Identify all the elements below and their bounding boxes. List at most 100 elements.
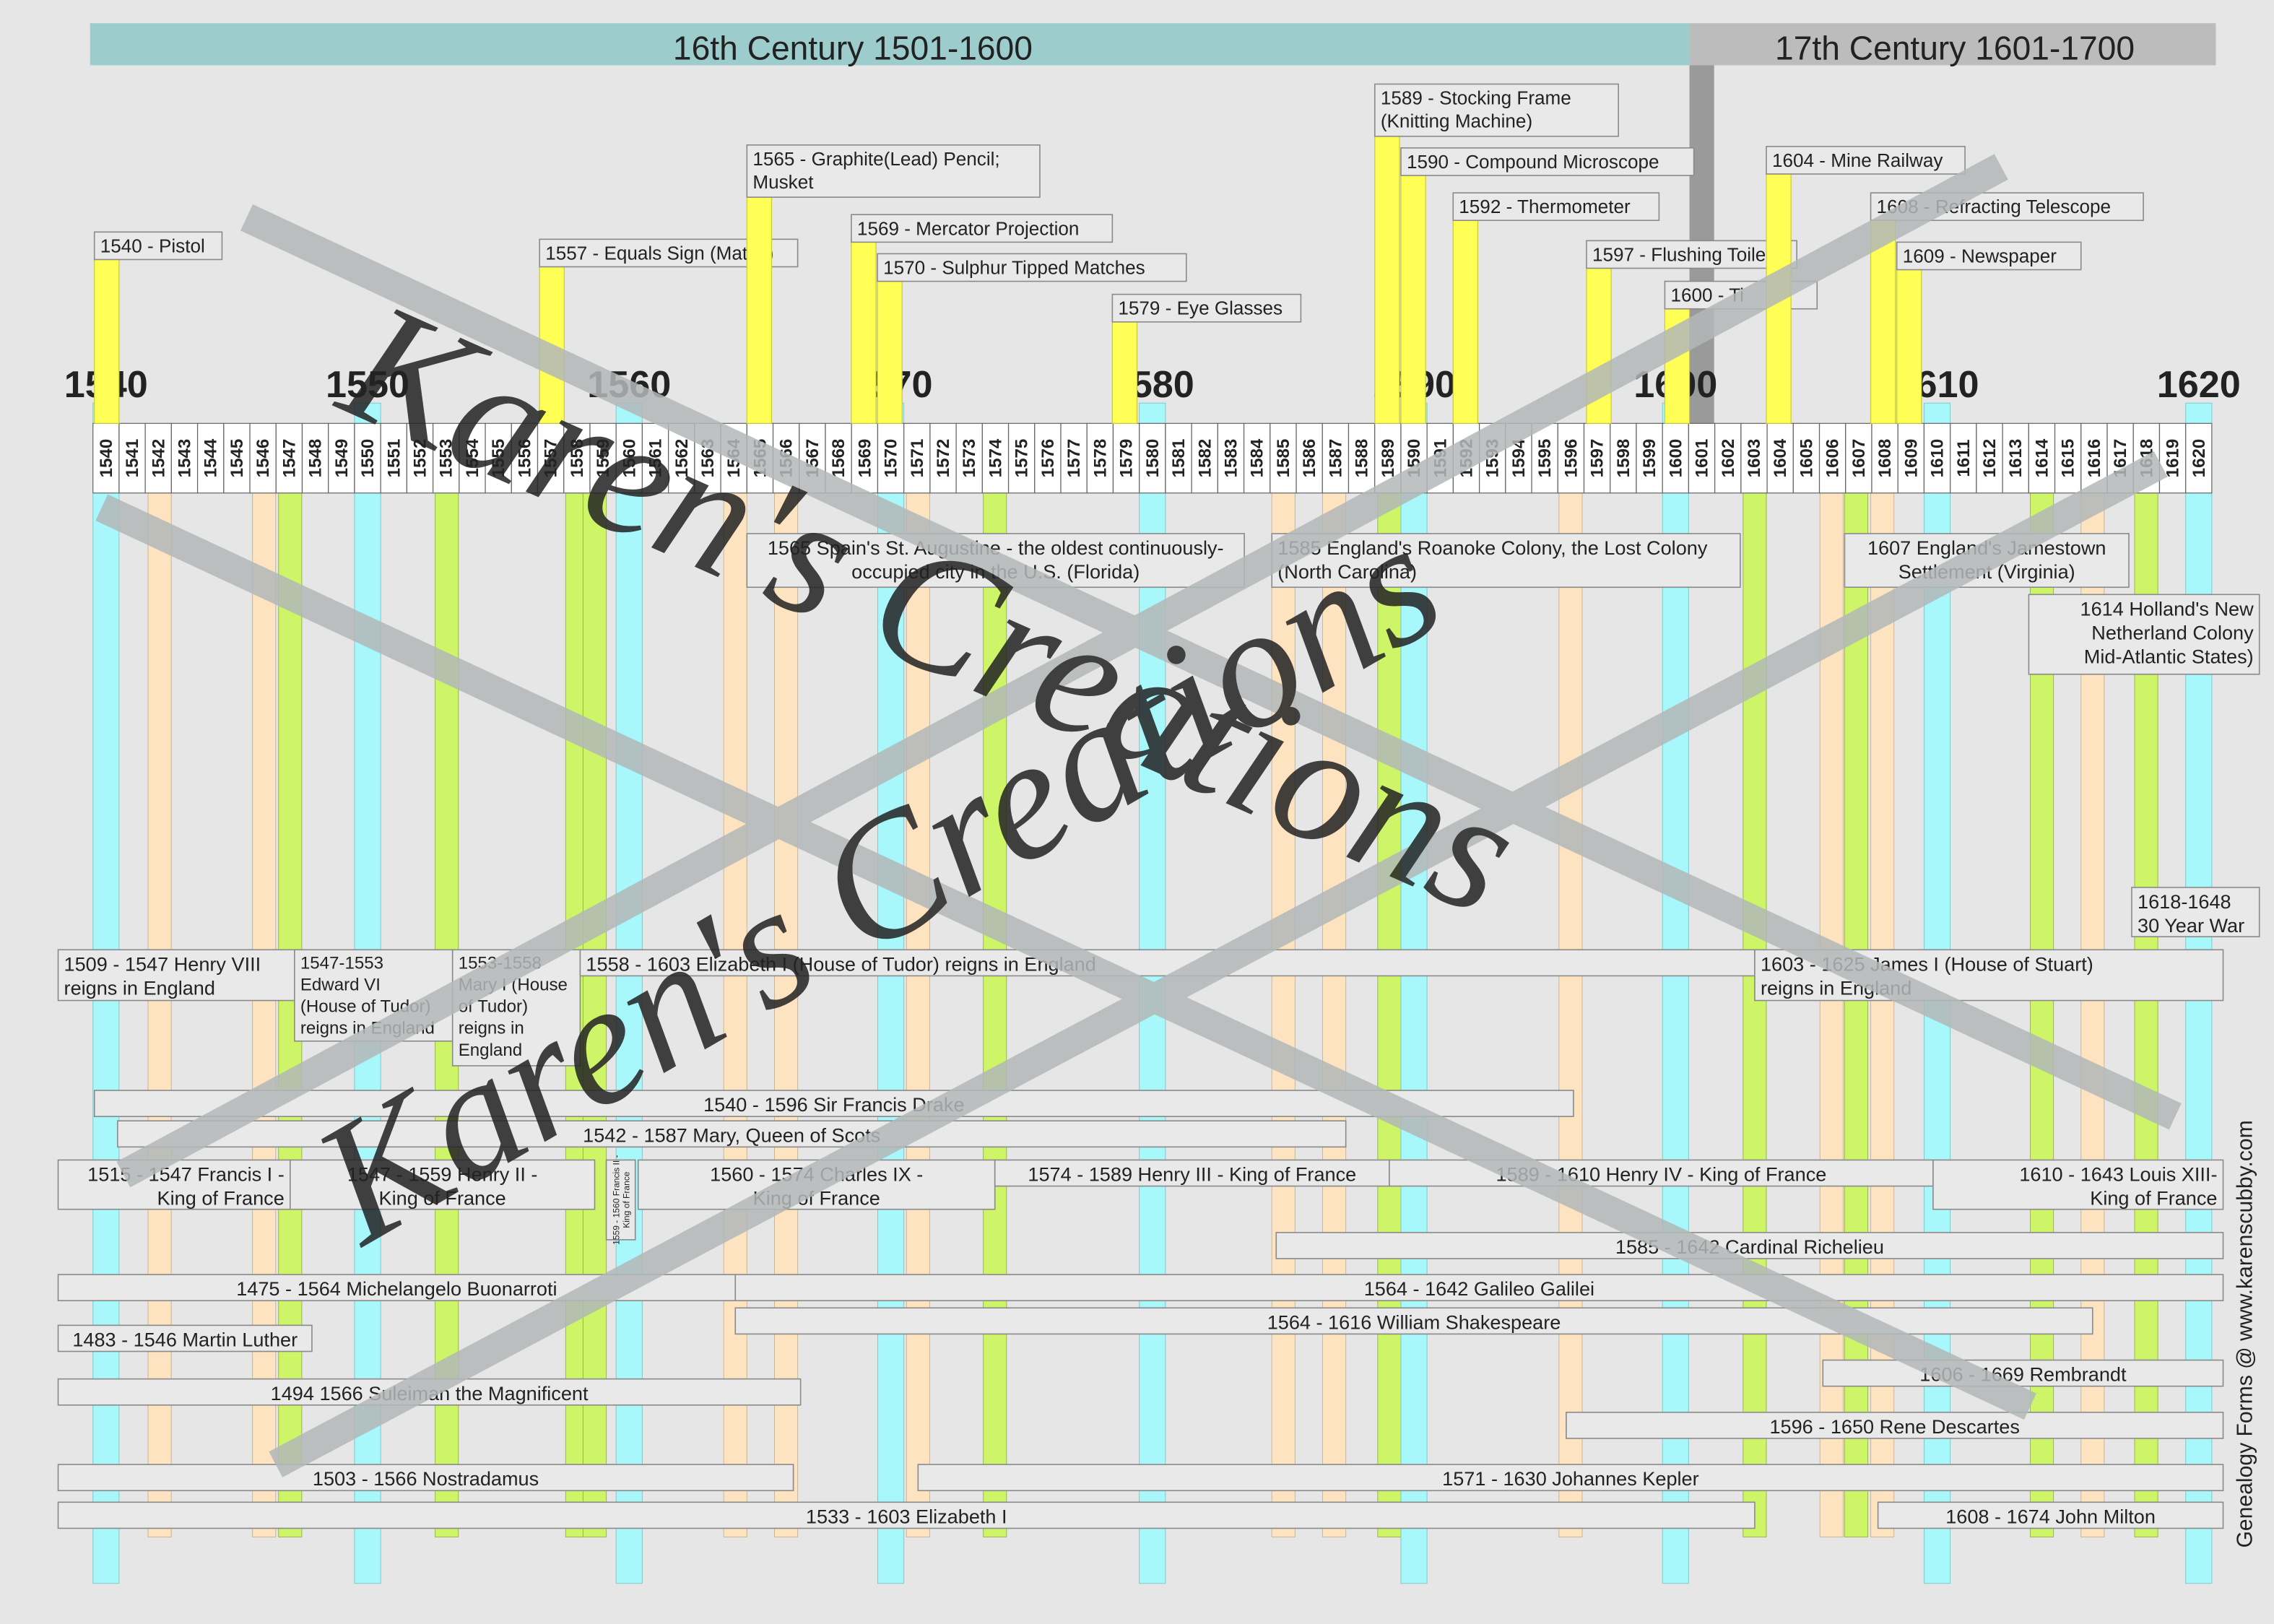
person-label: King of France [622,1171,632,1228]
year-label: 1571 [908,439,927,478]
invention-label: 1590 - Compound Microscope [1407,151,1659,173]
person-box [734,1274,2224,1302]
person-label: 1503 - 1566 Nostradamus [313,1467,539,1490]
year-label: 1613 [2006,439,2026,478]
year-label: 1610 [1928,439,1948,478]
person-box [57,1324,313,1352]
year-label: 1555 [489,439,508,478]
decade-column [1662,402,1689,1584]
year-label: 1540 [97,439,116,478]
column [147,492,172,1538]
century-title: 17th Century 1601-1700 [1775,29,2135,66]
person-box [93,1090,1574,1117]
century-band [1689,23,2216,66]
year-label: 1554 [463,438,482,477]
year-cell [1348,422,1376,494]
year-label: 1551 [384,439,404,478]
column [983,492,1007,1538]
invention-bar [1374,136,1400,424]
invention-box [93,231,223,261]
year-label: 1620 [2190,439,2209,478]
year-label: 1548 [306,439,326,478]
person-label: 1533 - 1603 Elizabeth I [806,1505,1007,1527]
invention-label: 1579 - Eye Glasses [1118,298,1283,319]
person-box [57,1464,794,1492]
year-cell [1270,422,1297,494]
person-label: King of France [379,1187,506,1210]
person-box [57,1501,1756,1529]
year-label: 1585 [1274,439,1293,478]
invention-label: 1557 - Equals Sign (Maths) [545,242,773,264]
year-cell [1740,422,1768,494]
century-band [90,23,1690,66]
year-label: 1602 [1719,439,1738,478]
year-cell [1950,422,1977,494]
invention-box [1586,240,1797,269]
reign-label: England [459,1041,522,1060]
year-label: 1543 [175,439,194,478]
invention-label: 1609 - Newspaper [1903,245,2057,266]
year-cell [1322,422,1350,494]
year-label: 1616 [2085,439,2104,478]
person-label: 1608 - 1674 John Milton [1945,1505,2156,1527]
invention-box [1111,293,1302,323]
watermark-stroke [95,494,2036,1420]
year-cell [144,422,172,494]
year-cell [1139,422,1166,494]
invention-box [1896,241,2082,271]
reign-label: Edward VI [300,975,381,994]
person-label: 1547 - 1559 Henry II - [347,1163,538,1186]
invention-label: 1589 - Stocking Frame [1381,87,1571,109]
person-box [605,1159,636,1241]
year-cell [1636,422,1663,494]
reign-label: reigns in England [64,977,215,999]
year-cell [249,422,277,494]
year-cell [903,422,931,494]
column [1743,492,1767,1538]
person-label: 1559 - 1560 Francis II - [612,1155,622,1244]
year-label: 1541 [123,439,142,478]
year-label: 1552 [411,439,430,478]
year-cell [406,422,434,494]
year-cell [459,422,486,494]
person-box [994,1159,1390,1187]
year-cell [1688,422,1716,494]
year-cell [2002,422,2029,494]
year-label: 1582 [1195,439,1215,478]
year-label: 1614 [2032,438,2052,477]
year-cell [1531,422,1558,494]
invention-label: 1569 - Mercator Projection [857,217,1079,239]
person-label: 1571 - 1630 Johannes Kepler [1442,1467,1698,1490]
person-label: 1574 - 1589 Henry III - King of France [1028,1163,1356,1186]
year-cell [223,422,251,494]
invention-bar [1896,269,1922,424]
reign-label: 1547-1553 [300,953,383,973]
reign-box [57,949,295,1002]
year-label: 1579 [1117,439,1137,478]
column [906,492,930,1538]
year-label: 1587 [1326,439,1345,478]
invention-bar [1400,175,1426,424]
year-label: 1601 [1693,439,1712,478]
year-cell [1191,422,1218,494]
year-label: 1603 [1745,439,1764,478]
year-cell [433,422,460,494]
year-label: 1586 [1300,439,1319,478]
year-label: 1573 [960,439,979,478]
invention-bar [94,259,120,424]
year-cell [1976,422,2003,494]
year-cell [275,422,303,494]
column [1271,492,1296,1538]
watermark-stroke [116,154,2008,1188]
year-label: 1599 [1640,439,1659,478]
year-label: 1600 [1666,439,1685,478]
year-label: 1578 [1090,439,1110,478]
watermark-stroke [240,204,2182,1130]
invention-label: 1592 - Thermometer [1459,196,1631,217]
year-label: 1607 [1849,439,1869,478]
person-box [290,1159,596,1210]
person-box [637,1159,996,1210]
person-label: 1564 - 1642 Galileo Galilei [1364,1277,1594,1300]
invention-bar [746,196,773,424]
year-label: 1606 [1823,439,1843,478]
